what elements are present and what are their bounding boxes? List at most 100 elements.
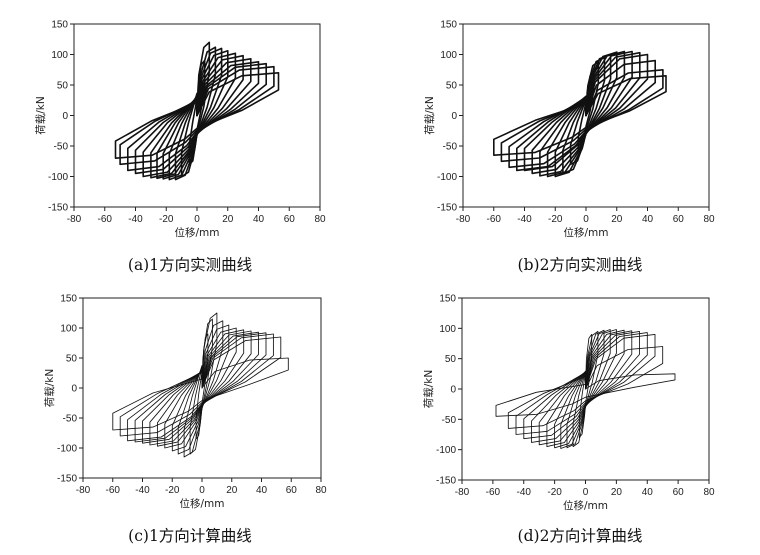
y-tick-label: -100 — [437, 172, 457, 183]
hysteresis-loop-10 — [515, 333, 656, 435]
hysteresis-loop-11 — [500, 69, 664, 163]
x-axis-label: 位移/mm — [564, 226, 609, 239]
y-axis-label: 荷载/kN — [423, 370, 435, 408]
hysteresis-loop-13 — [112, 357, 289, 431]
y-tick-label: 150 — [60, 294, 77, 305]
hysteresis-loop-9 — [516, 53, 649, 172]
y-tick-label: -150 — [48, 203, 68, 214]
x-axis-label: 位移/mm — [175, 226, 220, 239]
hysteresis-loop-10 — [508, 59, 656, 169]
y-axis-label: 荷载/kN — [424, 96, 436, 134]
y-tick-label: 0 — [71, 384, 77, 395]
x-tick-label: -80 — [76, 485, 91, 496]
y-tick-label: -50 — [54, 142, 69, 153]
x-tick-label: 20 — [611, 214, 623, 225]
x-tick-label: 80 — [703, 214, 715, 225]
hysteresis-loop-7 — [156, 329, 245, 447]
x-tick-label: 60 — [673, 487, 685, 498]
x-tick-label: 60 — [673, 214, 685, 225]
hysteresis-loop-12 — [114, 72, 280, 159]
x-axis-label: 位移/mm — [563, 499, 608, 512]
x-tick-label: 40 — [253, 214, 265, 225]
hysteresis-loop-5 — [554, 329, 617, 449]
x-tick-label: 20 — [222, 214, 234, 225]
y-tick-label: 150 — [51, 20, 68, 31]
y-tick-label: 0 — [62, 111, 68, 122]
hysteresis-loop-12 — [493, 75, 667, 156]
y-tick-label: -50 — [443, 142, 458, 153]
x-tick-label: 0 — [199, 485, 205, 496]
y-tick-label: 150 — [439, 294, 456, 305]
x-tick-label: 80 — [314, 214, 326, 225]
chart-panel-2: -80 -60 -40 -20 0 20 40 60 80 -150 -100 -50 0 50 100 15… — [424, 20, 715, 275]
x-tick-label: -60 — [486, 487, 501, 498]
x-tick-label: -60 — [487, 214, 502, 225]
hysteresis-loop-12 — [119, 336, 282, 437]
hysteresis-loop-8 — [149, 330, 252, 446]
x-tick-label: -60 — [106, 485, 121, 496]
chart-caption: (b)2方向实测曲线 — [518, 256, 643, 274]
y-tick-label: 50 — [446, 81, 458, 92]
hysteresis-loop-6 — [164, 327, 237, 449]
chart-caption: (c)1方向计算曲线 — [128, 526, 252, 545]
x-tick-label: -80 — [455, 487, 470, 498]
x-tick-label: -40 — [517, 214, 532, 225]
chart-caption: (d)2方向计算曲线 — [518, 526, 643, 545]
hysteresis-loop-10 — [127, 62, 267, 172]
x-tick-label: -40 — [135, 485, 150, 496]
chart-panel-4: -80 -60 -40 -20 0 20 40 60 80 -150 -100 -50 0 50 100 15… — [423, 294, 715, 546]
y-tick-label: 100 — [51, 50, 68, 61]
hysteresis-loop-4 — [177, 320, 224, 455]
y-tick-label: 0 — [451, 111, 457, 122]
chart-panel-3: -80 -60 -40 -20 0 20 40 60 80 -150 -100 -50 0 50 100 15… — [44, 294, 327, 546]
y-tick-label: -50 — [442, 415, 457, 426]
x-tick-label: 40 — [642, 487, 654, 498]
hysteresis-loop-9 — [523, 332, 648, 440]
chart-caption: (a)1方向实测曲线 — [128, 256, 252, 274]
y-axis-label: 荷载/kN — [44, 369, 56, 407]
y-tick-label: -100 — [48, 172, 68, 183]
hysteresis-loop-6 — [539, 50, 626, 177]
hysteresis-loop-11 — [507, 346, 664, 429]
hysteresis-loop-9 — [134, 61, 260, 175]
hysteresis-loop-9 — [142, 331, 259, 444]
y-tick-label: -150 — [436, 476, 456, 487]
y-tick-label: -100 — [436, 445, 456, 456]
x-tick-label: -80 — [67, 214, 82, 225]
x-tick-label: 0 — [194, 214, 200, 225]
hysteresis-loop-8 — [142, 58, 252, 178]
x-tick-label: 60 — [284, 214, 296, 225]
x-tick-label: -80 — [456, 214, 471, 225]
x-tick-label: -40 — [128, 214, 143, 225]
x-tick-label: -40 — [517, 487, 532, 498]
x-tick-label: 40 — [642, 214, 654, 225]
x-tick-label: 0 — [583, 487, 589, 498]
hysteresis-loop-10 — [134, 332, 267, 443]
hysteresis-loop-12 — [495, 373, 676, 417]
x-tick-label: -20 — [159, 214, 174, 225]
y-axis-label: 荷载/kN — [35, 96, 47, 134]
y-tick-label: 100 — [60, 324, 77, 335]
y-tick-label: -150 — [57, 474, 77, 485]
x-tick-label: 20 — [611, 487, 623, 498]
y-tick-label: -100 — [57, 444, 77, 455]
y-tick-label: 100 — [439, 324, 456, 335]
x-tick-label: -20 — [548, 214, 563, 225]
y-tick-label: 50 — [445, 354, 457, 365]
y-tick-label: 100 — [440, 50, 457, 61]
y-tick-label: 150 — [440, 20, 457, 31]
y-tick-label: 50 — [66, 354, 78, 365]
hysteresis-loop-8 — [531, 330, 640, 443]
y-tick-label: -150 — [437, 203, 457, 214]
chart-panel-1: -80 -60 -40 -20 0 20 40 60 80 -150 -100 -50 0 50 100 15… — [35, 20, 326, 275]
hysteresis-loop-7 — [538, 330, 633, 446]
x-tick-label: 40 — [256, 485, 268, 496]
hysteresis-loop-7 — [531, 50, 633, 175]
hysteresis-loop-5 — [171, 324, 230, 452]
x-tick-label: 80 — [315, 485, 327, 496]
x-axis-label: 位移/mm — [180, 497, 225, 510]
x-tick-label: 0 — [583, 214, 589, 225]
y-tick-label: 0 — [450, 385, 456, 396]
hysteresis-loop-4 — [560, 329, 611, 449]
